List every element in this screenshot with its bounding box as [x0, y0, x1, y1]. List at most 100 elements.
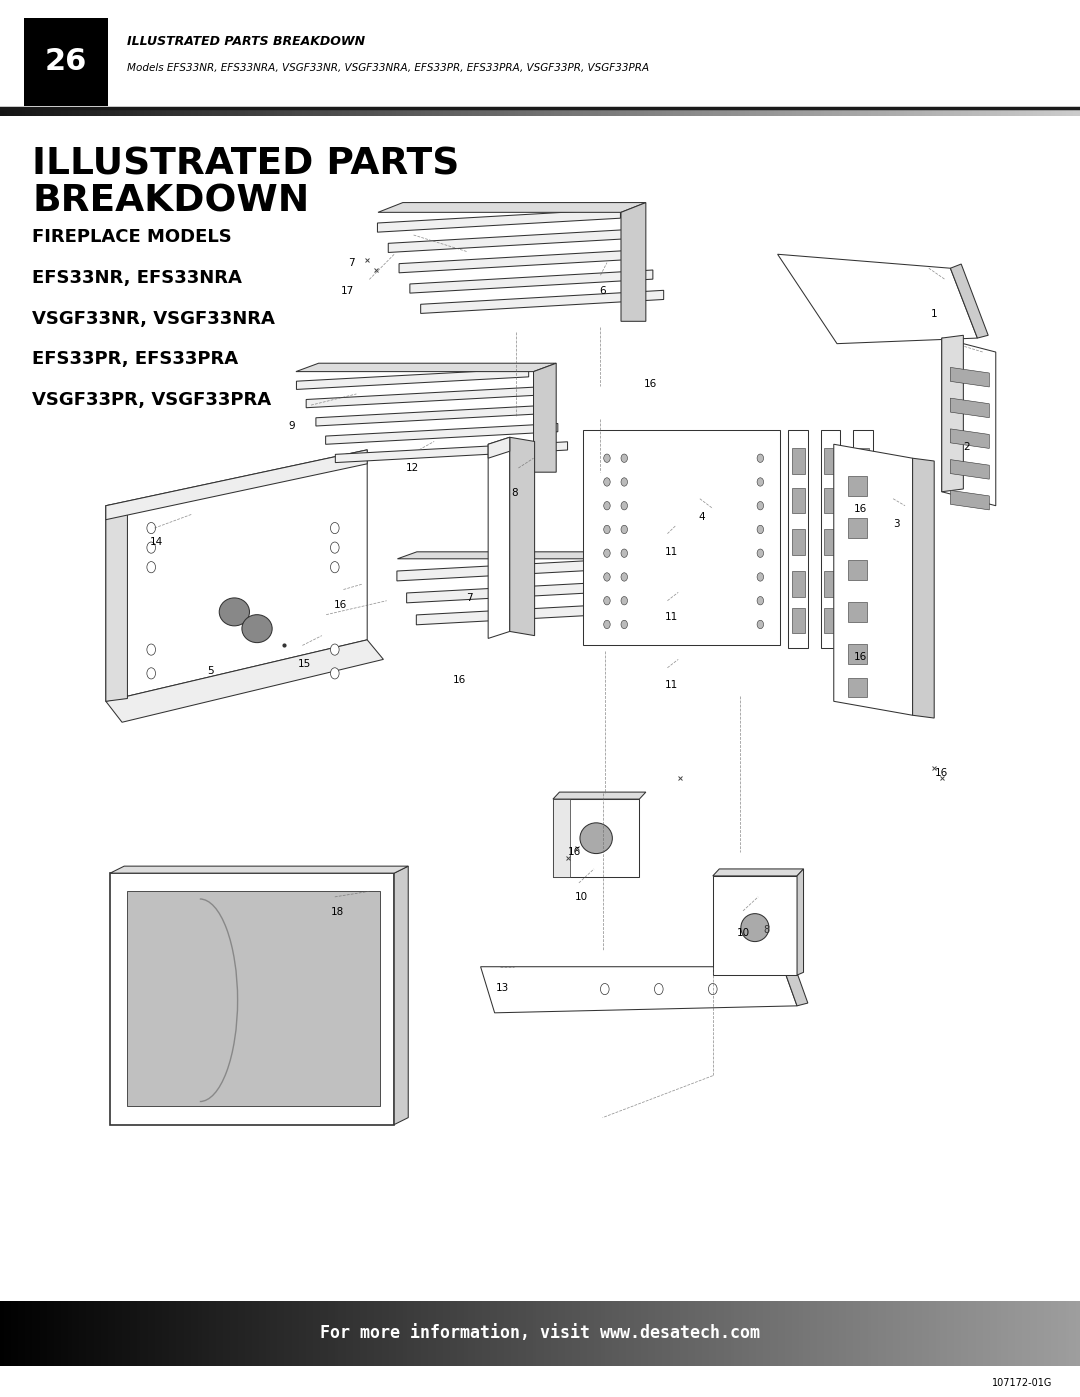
- Bar: [432, 108, 435, 116]
- Bar: [900, 1301, 904, 1366]
- Text: 16: 16: [854, 651, 867, 662]
- Bar: [194, 1301, 198, 1366]
- Bar: [990, 108, 994, 116]
- Bar: [450, 1301, 454, 1366]
- Bar: [713, 1301, 716, 1366]
- Bar: [554, 1301, 558, 1366]
- Bar: [72, 108, 76, 116]
- Bar: [324, 1301, 327, 1366]
- Bar: [792, 1301, 796, 1366]
- Bar: [839, 1301, 842, 1366]
- Bar: [130, 108, 133, 116]
- Bar: [792, 608, 805, 633]
- Bar: [51, 1301, 54, 1366]
- Bar: [878, 108, 882, 116]
- Bar: [227, 1301, 230, 1366]
- Bar: [640, 1301, 645, 1366]
- Circle shape: [621, 454, 627, 462]
- Polygon shape: [553, 792, 646, 799]
- Bar: [875, 108, 878, 116]
- Polygon shape: [788, 430, 808, 648]
- Text: 16: 16: [334, 599, 347, 610]
- Bar: [591, 108, 594, 116]
- Polygon shape: [397, 552, 648, 559]
- Bar: [648, 1301, 651, 1366]
- Bar: [443, 1301, 446, 1366]
- Polygon shape: [834, 444, 913, 715]
- Bar: [799, 108, 802, 116]
- Bar: [670, 1301, 673, 1366]
- Bar: [893, 1301, 896, 1366]
- Bar: [0, 1301, 3, 1366]
- Bar: [133, 1301, 137, 1366]
- Circle shape: [757, 549, 764, 557]
- Bar: [565, 108, 569, 116]
- Bar: [932, 108, 936, 116]
- Bar: [302, 1301, 306, 1366]
- Bar: [252, 108, 256, 116]
- Bar: [602, 108, 605, 116]
- Ellipse shape: [580, 823, 612, 854]
- Bar: [832, 1301, 835, 1366]
- Bar: [57, 1301, 62, 1366]
- Bar: [403, 1301, 407, 1366]
- Bar: [457, 108, 461, 116]
- Bar: [349, 1301, 353, 1366]
- Bar: [1077, 108, 1080, 116]
- Bar: [558, 1301, 562, 1366]
- Text: 8: 8: [511, 488, 517, 499]
- Bar: [936, 108, 940, 116]
- Bar: [494, 1301, 497, 1366]
- Bar: [97, 108, 100, 116]
- Bar: [198, 108, 202, 116]
- Bar: [848, 678, 867, 697]
- Bar: [716, 108, 720, 116]
- Bar: [543, 108, 548, 116]
- Circle shape: [621, 549, 627, 557]
- Bar: [583, 108, 586, 116]
- Circle shape: [621, 597, 627, 605]
- Bar: [508, 108, 511, 116]
- Bar: [889, 108, 893, 116]
- Bar: [94, 108, 97, 116]
- Bar: [83, 1301, 86, 1366]
- Bar: [461, 108, 464, 116]
- Text: 10: 10: [575, 891, 588, 902]
- Bar: [165, 1301, 170, 1366]
- Bar: [443, 108, 446, 116]
- Text: 8: 8: [764, 925, 770, 936]
- Bar: [950, 108, 954, 116]
- Bar: [848, 644, 867, 664]
- Polygon shape: [488, 437, 510, 638]
- Bar: [856, 571, 869, 597]
- Bar: [140, 108, 144, 116]
- Bar: [180, 108, 184, 116]
- Bar: [284, 108, 288, 116]
- Bar: [818, 108, 821, 116]
- Bar: [414, 108, 418, 116]
- Bar: [796, 108, 799, 116]
- Bar: [764, 1301, 767, 1366]
- Bar: [943, 1301, 947, 1366]
- Text: VSGF33PR, VSGF33PRA: VSGF33PR, VSGF33PRA: [32, 391, 271, 408]
- Bar: [446, 108, 450, 116]
- Bar: [83, 108, 86, 116]
- Bar: [835, 1301, 839, 1366]
- Bar: [1008, 1301, 1012, 1366]
- Bar: [1051, 1301, 1055, 1366]
- Bar: [529, 1301, 532, 1366]
- Bar: [25, 108, 29, 116]
- Bar: [734, 1301, 738, 1366]
- Bar: [947, 1301, 950, 1366]
- Bar: [1069, 1301, 1072, 1366]
- Bar: [1058, 108, 1062, 116]
- Bar: [656, 108, 659, 116]
- Bar: [245, 1301, 248, 1366]
- Bar: [961, 108, 964, 116]
- Bar: [839, 108, 842, 116]
- Bar: [1001, 1301, 1004, 1366]
- Bar: [165, 108, 170, 116]
- Text: 18: 18: [330, 907, 343, 918]
- Bar: [122, 1301, 126, 1366]
- Text: For more information, visit www.desatech.com: For more information, visit www.desatech…: [320, 1324, 760, 1343]
